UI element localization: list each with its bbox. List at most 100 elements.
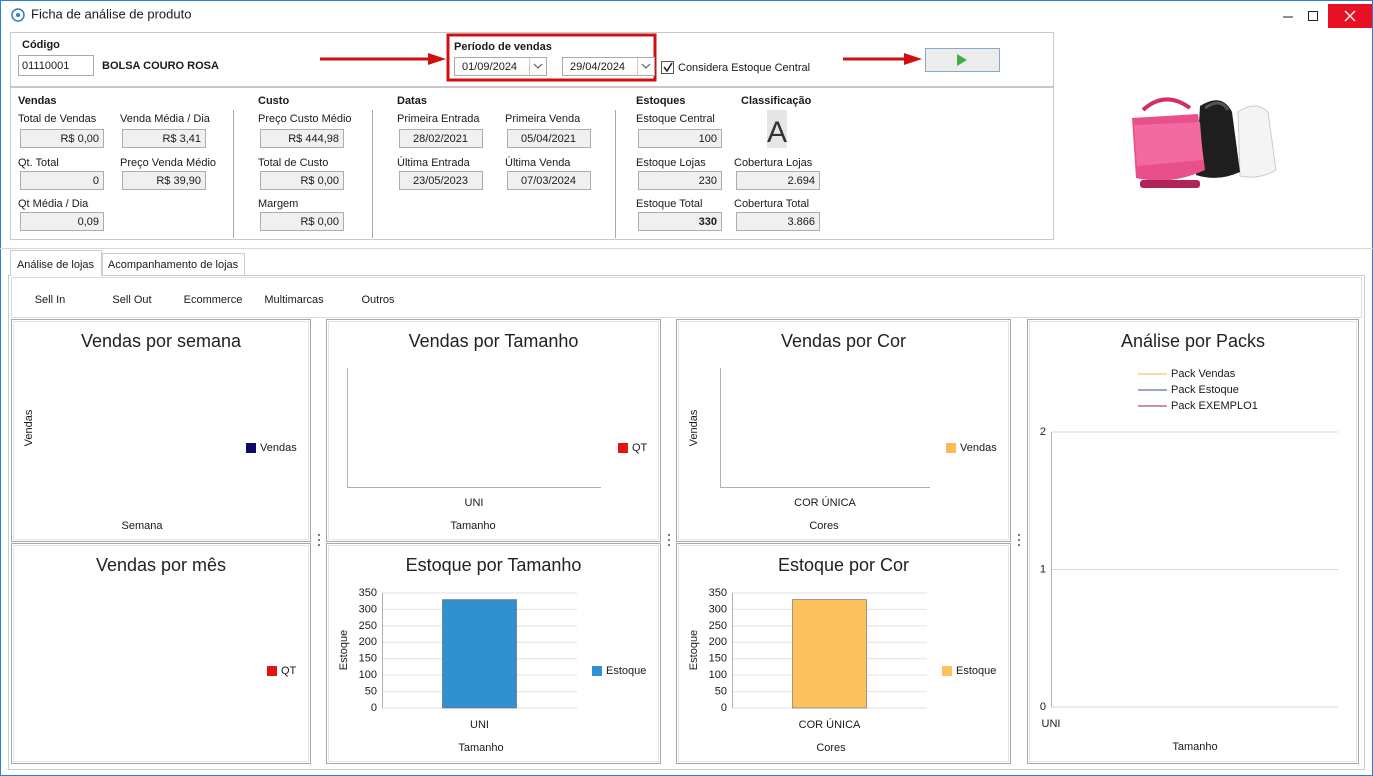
arrow-head: [428, 53, 446, 65]
subtab[interactable]: Ecommerce: [184, 294, 243, 306]
field-value: 0: [93, 175, 99, 187]
close-icon: [1344, 10, 1356, 22]
chart-title: Vendas por mês: [96, 555, 226, 575]
legend-label: Estoque: [956, 665, 996, 677]
codigo-input[interactable]: [18, 55, 94, 76]
legend-swatch: [942, 666, 952, 676]
x-tick-label: COR ÚNICA: [794, 496, 856, 509]
y-axis-label: Vendas: [23, 409, 35, 446]
legend-label: QT: [281, 665, 297, 677]
y-axis-label: Estoque: [688, 630, 700, 670]
summary-panel: [10, 87, 1054, 240]
chart-title: Estoque por Cor: [778, 555, 909, 575]
chart-panel-inner: [678, 545, 1009, 762]
splitter-dot: [668, 534, 670, 536]
y-tick-label: 0: [1040, 701, 1046, 713]
subtab[interactable]: Sell Out: [112, 294, 151, 306]
field-box: [638, 212, 722, 231]
y-axis-label: Estoque: [338, 630, 350, 670]
field-label: Preço Venda Médio: [120, 157, 216, 169]
field-label: Última Entrada: [397, 156, 471, 169]
chart-panel-inner: [13, 321, 309, 540]
chart-panel: [326, 319, 661, 542]
field-box: [122, 129, 206, 148]
section-title: Classificação: [741, 95, 812, 107]
chart-panel: [676, 319, 1011, 542]
field-value: 05/04/2021: [521, 133, 576, 145]
field-label: Venda Média / Dia: [120, 113, 211, 125]
field-box: [736, 212, 820, 231]
y-tick-label: 0: [371, 702, 377, 714]
field-box: [736, 171, 820, 190]
field-value: R$ 39,90: [156, 175, 201, 187]
y-tick-label: 300: [709, 603, 727, 615]
grade: A: [767, 116, 787, 149]
date-to: 29/04/2024: [570, 61, 625, 73]
chart-title: Vendas por Tamanho: [409, 331, 579, 351]
field-label: Total de Vendas: [18, 113, 97, 125]
field-label: Margem: [258, 198, 298, 210]
field-value: 07/03/2024: [521, 175, 576, 187]
field-label: Cobertura Lojas: [734, 157, 813, 169]
y-tick-label: 200: [359, 636, 377, 648]
splitter-dot: [1018, 534, 1020, 536]
tab[interactable]: [10, 250, 102, 276]
field-box: [507, 129, 591, 148]
field-box: [638, 129, 722, 148]
field-box: [20, 129, 104, 148]
field-label: Qt Média / Dia: [18, 198, 89, 210]
maximize-button[interactable]: [1308, 11, 1318, 21]
window-title: Ficha de análise de produto: [31, 6, 191, 21]
arrow-head: [904, 53, 922, 65]
field-label: Total de Custo: [258, 157, 328, 169]
header-panel: [10, 32, 1054, 87]
y-tick-label: 1: [1040, 563, 1046, 575]
field-label: Preço Custo Médio: [258, 113, 352, 125]
y-tick-label: 150: [359, 653, 377, 665]
y-tick-label: 250: [359, 620, 377, 632]
field-label: Qt. Total: [18, 157, 59, 169]
field-value: R$ 3,41: [162, 133, 201, 145]
subtab[interactable]: Multimarcas: [264, 294, 324, 306]
date-to-combo[interactable]: [562, 57, 655, 76]
field-box: [399, 171, 483, 190]
y-tick-label: 50: [365, 685, 377, 697]
subtab[interactable]: Sell In: [35, 294, 66, 306]
field-value: R$ 0,00: [60, 133, 99, 145]
legend-swatch: [946, 443, 956, 453]
field-value: 230: [699, 175, 717, 187]
field-value: R$ 444,98: [288, 133, 339, 145]
legend-label: Vendas: [960, 442, 997, 454]
x-axis-label: Tamanho: [450, 520, 495, 532]
chart-panel: [1027, 319, 1359, 764]
chart-panel-inner: [1029, 321, 1357, 762]
y-tick-label: 350: [709, 587, 727, 599]
section-title: Vendas: [18, 95, 57, 107]
field-value: R$ 0,00: [300, 175, 339, 187]
produto-name: BOLSA COURO ROSA: [102, 60, 219, 72]
legend-swatch: [592, 666, 602, 676]
y-tick-label: 50: [715, 685, 727, 697]
field-box: [399, 129, 483, 148]
field-box: [20, 171, 104, 190]
field-value: 23/05/2023: [413, 175, 468, 187]
x-tick-label: UNI: [465, 497, 484, 509]
chart-panel-inner: [678, 321, 1009, 540]
bar: [442, 599, 517, 709]
x-axis-label: Cores: [816, 742, 846, 754]
splitter-dot: [318, 539, 320, 541]
field-box: [260, 212, 344, 231]
section-title: Custo: [258, 95, 289, 107]
field-value: 100: [699, 133, 717, 145]
field-label: Estoque Lojas: [636, 157, 706, 169]
chart-panel-inner: [13, 545, 309, 762]
section-title: Datas: [397, 95, 427, 107]
date-from-combo[interactable]: [454, 57, 547, 76]
field-value: 330: [699, 216, 717, 228]
y-tick-label: 0: [721, 702, 727, 714]
tab[interactable]: [102, 253, 245, 276]
subtab[interactable]: Outros: [361, 294, 395, 306]
field-box: [507, 171, 591, 190]
splitter-dot: [668, 544, 670, 546]
